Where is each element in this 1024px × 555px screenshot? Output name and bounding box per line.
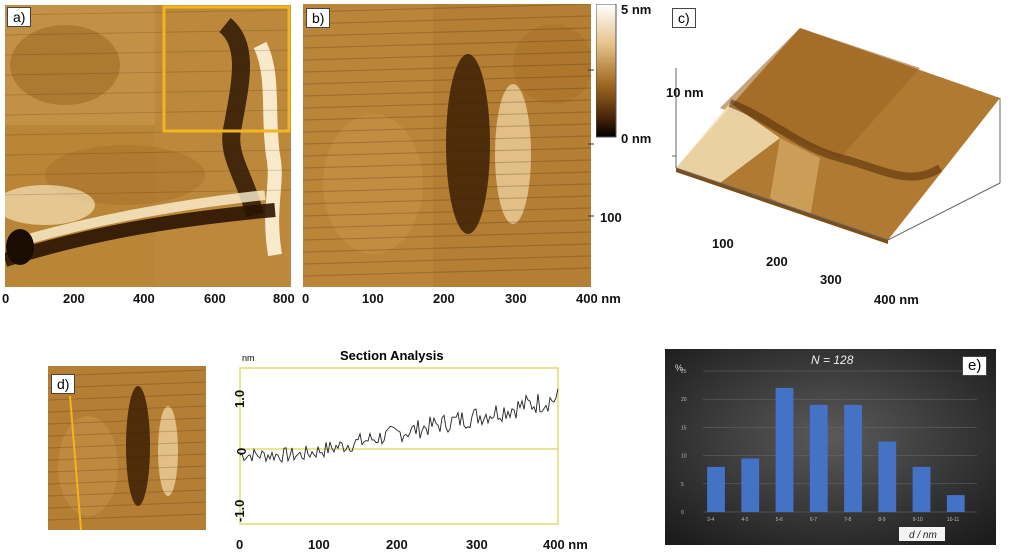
section-unit: nm: [242, 353, 255, 363]
panel-b-xtick: 300: [505, 291, 527, 306]
panel-b-xtick: 0: [302, 291, 310, 306]
panel-a-xtick: 800: [273, 291, 295, 306]
histogram-xtick: 5-6: [776, 517, 783, 523]
afm-image-b: [303, 4, 591, 287]
section-ytick: 1.0: [232, 389, 247, 408]
panel-c-xtick: 100: [712, 236, 734, 251]
zoom-region-box: [162, 5, 291, 133]
histogram-xlabel: d / nm: [909, 530, 937, 541]
histogram-xtick: 3-4: [707, 517, 714, 523]
section-xtick: 400 nm: [543, 537, 588, 552]
histogram-ytick: 10: [681, 454, 687, 460]
histogram-xtick: 9-10: [913, 517, 923, 523]
histogram-xtick: 4-5: [741, 517, 748, 523]
histogram-bar: [946, 495, 965, 512]
panel-c-label: c): [672, 8, 696, 28]
histogram-title: N = 128: [811, 353, 854, 367]
histogram-ytick: 0: [681, 510, 684, 516]
panel-e-label: e): [962, 356, 988, 376]
histogram-xtick: 10-11: [947, 517, 960, 523]
histogram-chart: 3-4 4-5 5-6 6-7 7-8 8-9 9-10 10-11 25 20 15 10 5 0 %…: [665, 349, 996, 545]
histogram-ytick: 20: [681, 397, 687, 403]
section-xtick: 0: [236, 537, 244, 552]
section-line: [69, 395, 82, 530]
colorbar-top-label: 5 nm: [621, 2, 652, 17]
histogram-bar: [809, 404, 828, 512]
histogram-ytick: 5: [681, 482, 684, 488]
afm-image-d: [48, 366, 206, 530]
histogram-bar: [844, 404, 862, 512]
panel-b-label: b): [306, 8, 331, 28]
panel-b-xtick: 100: [362, 291, 384, 306]
histogram-ytick: 25: [681, 369, 687, 375]
histogram-xtick: 7-8: [844, 517, 851, 523]
panel-a-xtick: 600: [204, 291, 226, 306]
panel-c-xtick: 400 nm: [874, 292, 919, 307]
afm-image-a: [5, 5, 291, 287]
axis-ticks-b-right: [588, 69, 594, 217]
panel-c-xtick: 300: [820, 272, 842, 287]
panel-b-xtick: 200: [433, 291, 455, 306]
section-xtick: 200: [386, 537, 408, 552]
section-xtick: 300: [466, 537, 488, 552]
histogram-bar: [912, 466, 931, 512]
histogram-xtick: 8-9: [878, 517, 885, 523]
panel-d-label: d): [51, 374, 76, 394]
histogram-xtick: 6-7: [810, 517, 817, 523]
histogram-ytick: 15: [681, 425, 687, 431]
histogram-bar: [775, 387, 794, 512]
histogram-bar: [878, 441, 897, 512]
panel-c-xtick: 200: [766, 254, 788, 269]
section-xtick: 100: [308, 537, 330, 552]
histogram-bar: [707, 466, 725, 512]
colorbar-bottom-label: 0 nm: [621, 131, 652, 146]
section-title: Section Analysis: [340, 348, 444, 363]
panel-a-xtick: 200: [63, 291, 85, 306]
panel-a-xtick: 0: [2, 291, 10, 306]
panel-a-xtick: 400: [133, 291, 155, 306]
histogram-bar: [741, 458, 760, 512]
panel-a-label: a): [7, 7, 32, 27]
histogram-ylabel: %: [675, 363, 683, 373]
section-profile-line: [239, 388, 559, 463]
section-profile: [239, 367, 559, 525]
section-ytick: 0: [234, 447, 249, 455]
panel-c-zlabel: 10 nm: [666, 85, 704, 100]
afm-3d-surface-c: [672, 28, 1001, 244]
section-ytick: -1.0: [232, 499, 247, 522]
colorbar: [596, 4, 617, 138]
panel-b-ytick: 100: [600, 210, 622, 225]
panel-b-xtick: 400 nm: [576, 291, 621, 306]
